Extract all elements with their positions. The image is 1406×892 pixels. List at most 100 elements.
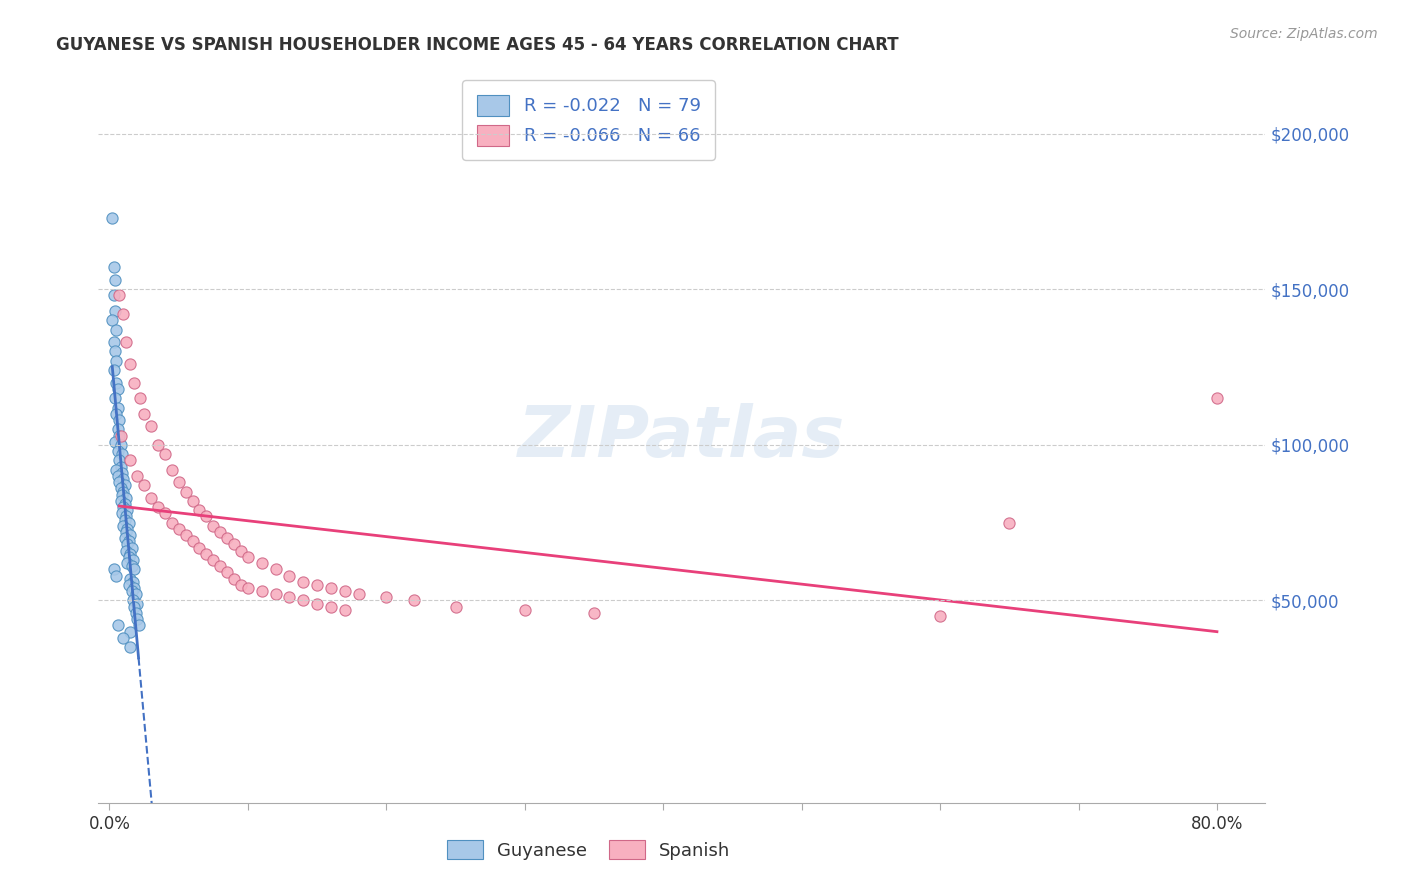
- Point: [121, 584, 143, 599]
- Point: [111, 506, 134, 520]
- Point: [115, 491, 138, 505]
- Point: [114, 497, 136, 511]
- Point: [127, 469, 149, 483]
- Point: [160, 463, 183, 477]
- Point: [120, 547, 142, 561]
- Point: [582, 606, 605, 620]
- Point: [319, 581, 342, 595]
- Point: [104, 391, 127, 405]
- Point: [513, 603, 536, 617]
- Point: [139, 491, 162, 505]
- Point: [174, 484, 197, 499]
- Point: [333, 603, 356, 617]
- Point: [117, 522, 139, 536]
- Point: [124, 581, 146, 595]
- Point: [112, 484, 135, 499]
- Point: [217, 531, 239, 545]
- Point: [127, 597, 149, 611]
- Point: [264, 587, 287, 601]
- Point: [181, 494, 204, 508]
- Point: [139, 419, 162, 434]
- Point: [188, 541, 211, 555]
- Point: [108, 428, 131, 442]
- Legend: Guyanese, Spanish: Guyanese, Spanish: [439, 833, 738, 867]
- Point: [114, 478, 136, 492]
- Point: [118, 516, 141, 530]
- Point: [107, 382, 129, 396]
- Point: [117, 503, 139, 517]
- Point: [125, 587, 148, 601]
- Point: [101, 211, 124, 225]
- Point: [101, 313, 124, 327]
- Text: GUYANESE VS SPANISH HOUSEHOLDER INCOME AGES 45 - 64 YEARS CORRELATION CHART: GUYANESE VS SPANISH HOUSEHOLDER INCOME A…: [56, 36, 898, 54]
- Point: [229, 543, 252, 558]
- Point: [222, 537, 245, 551]
- Point: [110, 482, 132, 496]
- Point: [124, 376, 146, 390]
- Point: [108, 475, 131, 490]
- Point: [111, 466, 134, 480]
- Point: [104, 273, 127, 287]
- Point: [118, 534, 141, 549]
- Point: [105, 376, 128, 390]
- Point: [124, 599, 146, 614]
- Point: [121, 541, 143, 555]
- Point: [115, 543, 138, 558]
- Point: [188, 503, 211, 517]
- Point: [103, 363, 125, 377]
- Point: [107, 401, 129, 415]
- Point: [292, 574, 315, 589]
- Point: [120, 640, 142, 655]
- Point: [236, 549, 259, 564]
- Point: [110, 428, 132, 442]
- Point: [105, 354, 128, 368]
- Point: [229, 578, 252, 592]
- Point: [122, 553, 145, 567]
- Point: [307, 578, 329, 592]
- Point: [146, 500, 169, 515]
- Point: [103, 562, 125, 576]
- Point: [111, 488, 134, 502]
- Point: [278, 568, 301, 582]
- Point: [117, 537, 139, 551]
- Point: [125, 606, 148, 620]
- Point: [103, 335, 125, 350]
- Point: [278, 591, 301, 605]
- Point: [112, 500, 135, 515]
- Point: [108, 288, 131, 302]
- Point: [104, 304, 127, 318]
- Point: [1206, 391, 1229, 405]
- Point: [174, 528, 197, 542]
- Point: [114, 512, 136, 526]
- Point: [108, 453, 131, 467]
- Point: [202, 518, 225, 533]
- Point: [111, 447, 134, 461]
- Point: [107, 618, 129, 632]
- Point: [112, 631, 135, 645]
- Point: [105, 323, 128, 337]
- Point: [110, 459, 132, 474]
- Point: [128, 618, 150, 632]
- Point: [120, 572, 142, 586]
- Point: [264, 562, 287, 576]
- Point: [120, 357, 142, 371]
- Point: [236, 581, 259, 595]
- Point: [124, 562, 146, 576]
- Point: [146, 438, 169, 452]
- Point: [307, 597, 329, 611]
- Point: [195, 509, 218, 524]
- Point: [209, 559, 232, 574]
- Point: [107, 469, 129, 483]
- Point: [118, 578, 141, 592]
- Point: [122, 593, 145, 607]
- Point: [319, 599, 342, 614]
- Point: [112, 472, 135, 486]
- Point: [104, 434, 127, 449]
- Point: [120, 528, 142, 542]
- Point: [108, 413, 131, 427]
- Point: [217, 566, 239, 580]
- Point: [115, 335, 138, 350]
- Point: [333, 584, 356, 599]
- Point: [115, 524, 138, 539]
- Point: [103, 288, 125, 302]
